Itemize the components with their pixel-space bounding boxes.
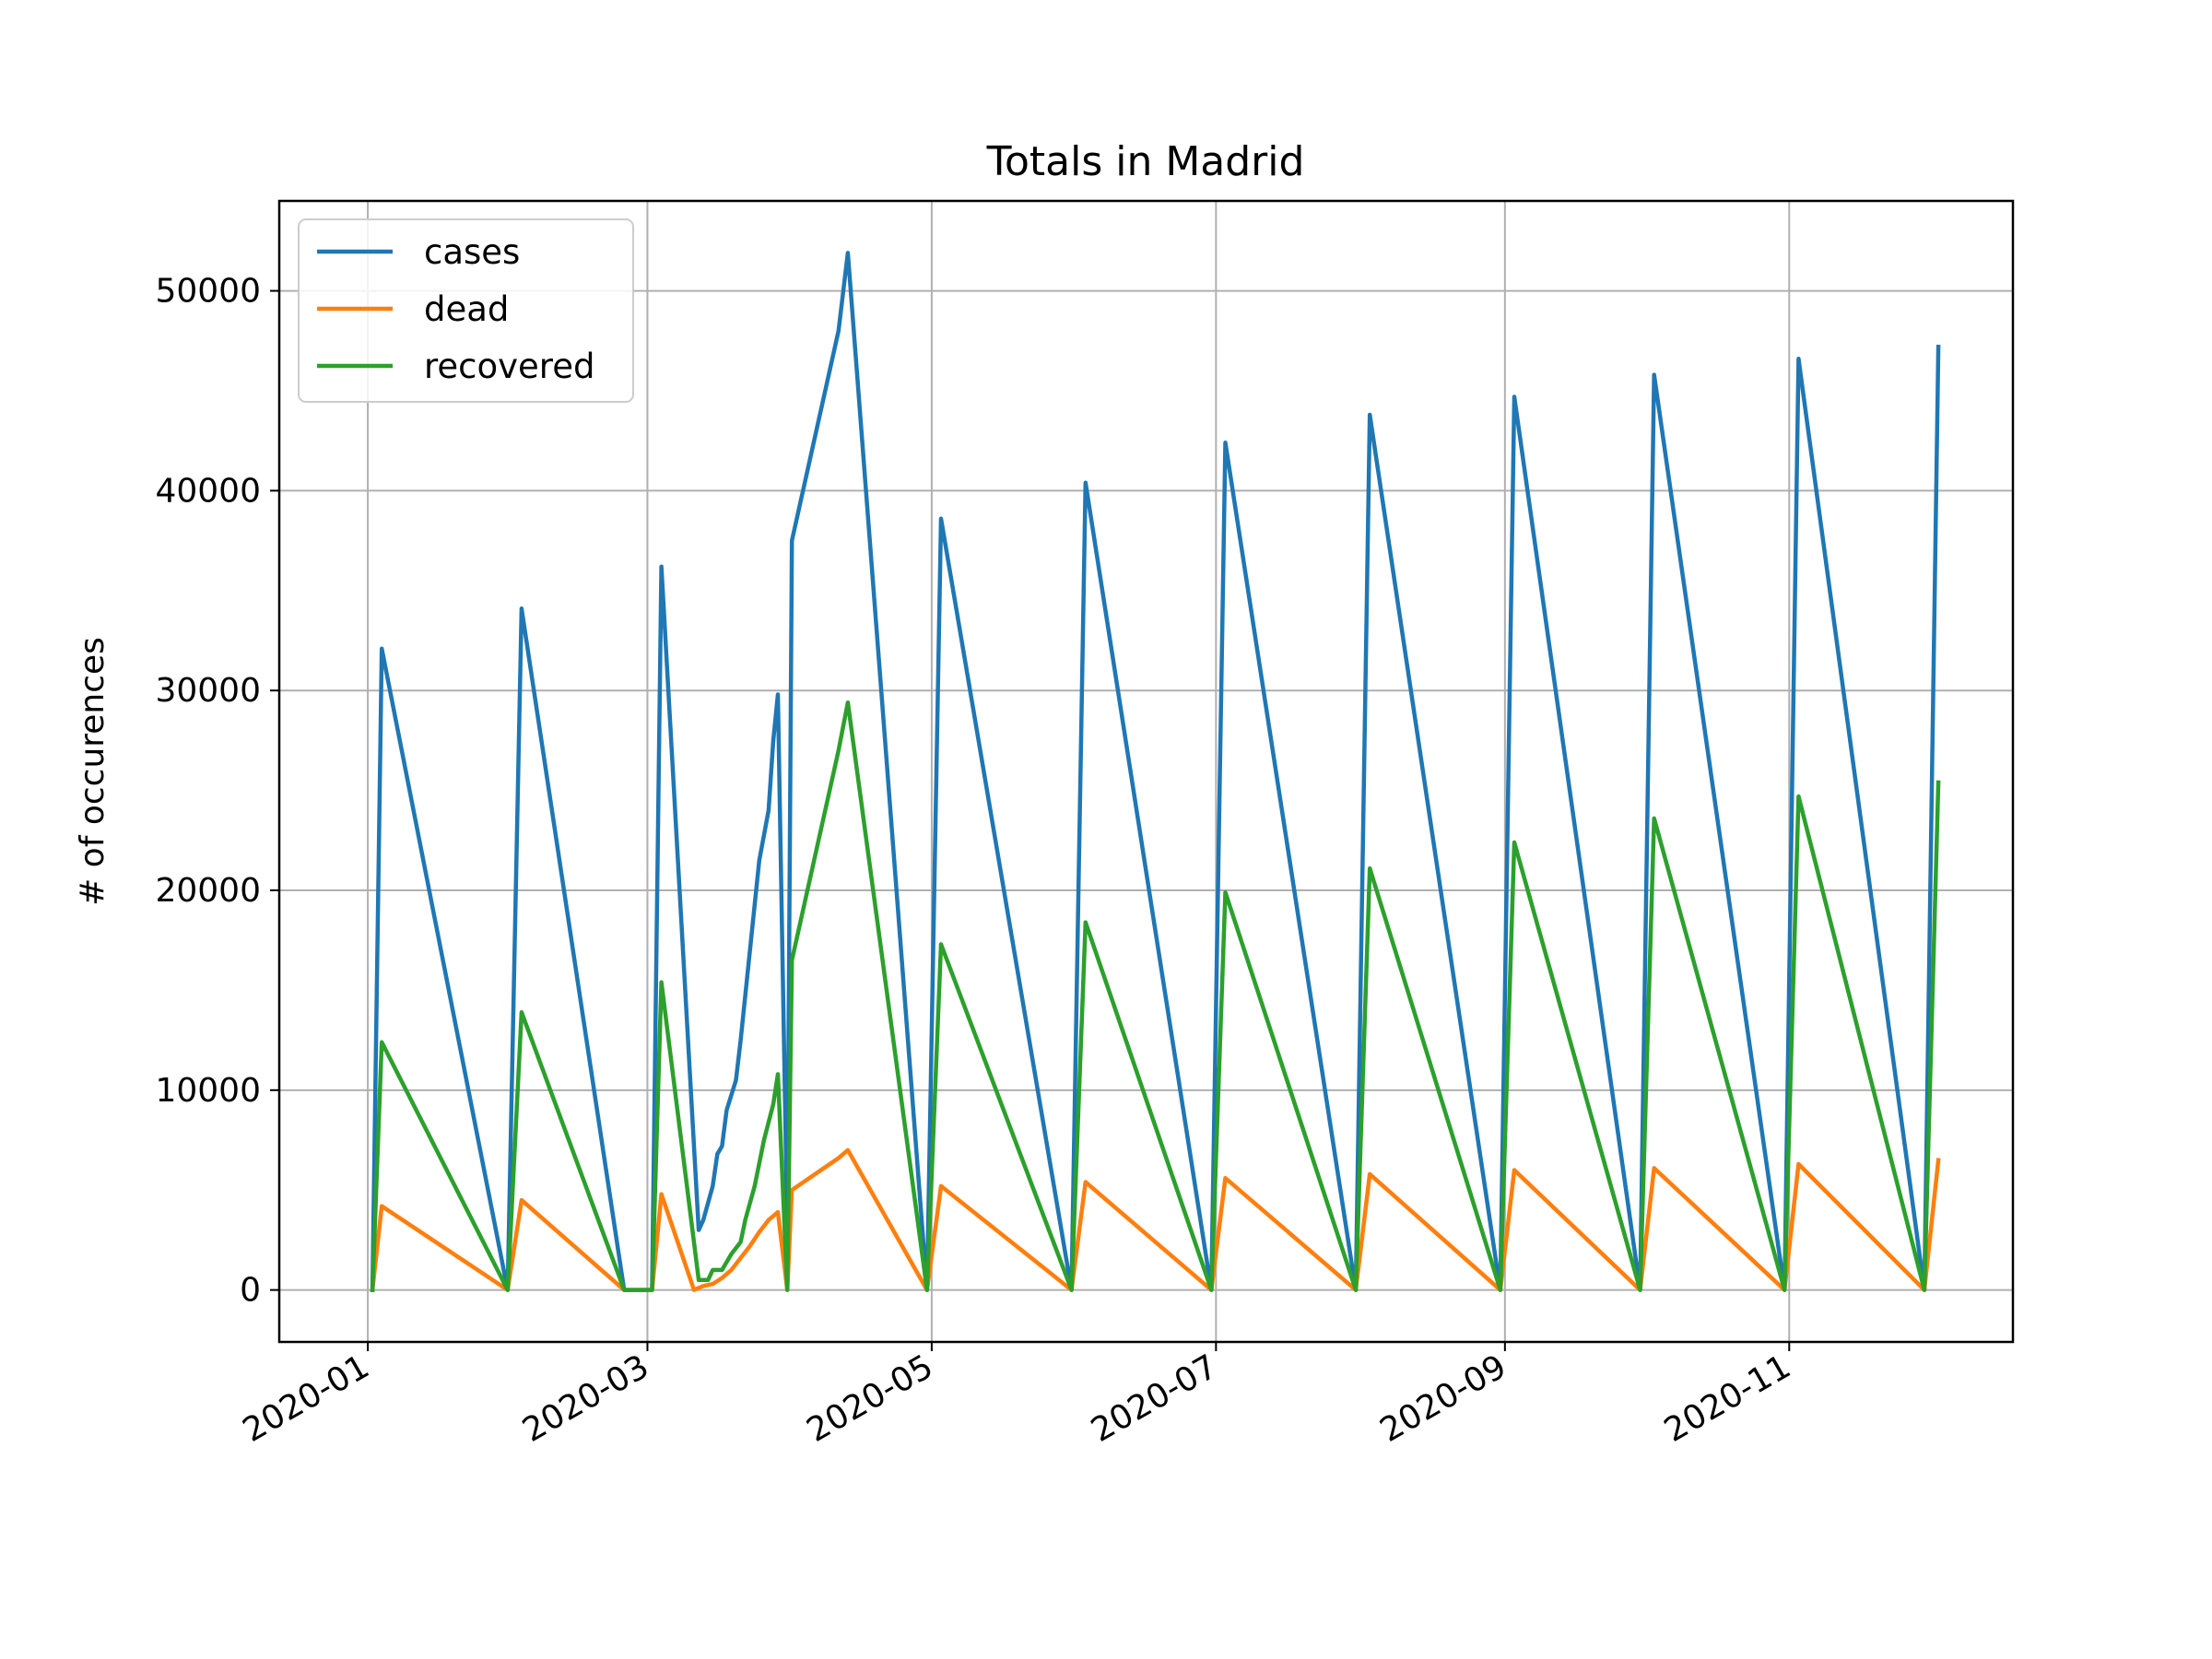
y-tick-label: 0 <box>240 1272 261 1310</box>
y-tick-label: 10000 <box>155 1072 261 1110</box>
y-tick-label: 50000 <box>155 273 261 311</box>
grid-lines <box>279 201 2013 1342</box>
legend-label-cases: cases <box>424 232 520 272</box>
legend-label-recovered: recovered <box>424 347 594 386</box>
series-line-dead <box>370 1147 1941 1293</box>
chart-title: Totals in Madrid <box>986 138 1305 185</box>
series-line-cases <box>370 251 1941 1292</box>
plot-area-frame <box>277 199 2015 1344</box>
y-tick-label: 20000 <box>155 872 261 910</box>
y-tick-label: 40000 <box>155 472 261 510</box>
series-line-recovered <box>370 700 1941 1292</box>
series-lines <box>370 251 1941 1293</box>
legend-label-dead: dead <box>424 289 509 329</box>
y-tick-label: 30000 <box>155 672 261 710</box>
y-axis-label: # of occurences <box>74 637 112 906</box>
y-axis: 0 10000 20000 30000 40000 50000 <box>155 273 279 1310</box>
legend: cases dead recovered <box>298 218 634 403</box>
legend-box <box>298 218 634 403</box>
